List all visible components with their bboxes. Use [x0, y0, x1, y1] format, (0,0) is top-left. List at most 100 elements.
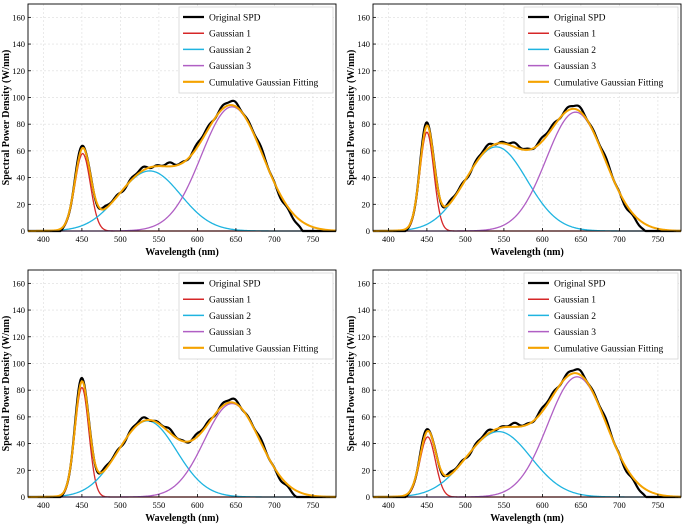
y-tick-label: 60	[362, 146, 371, 156]
y-tick-label: 80	[17, 385, 26, 395]
y-tick-label: 160	[357, 12, 370, 22]
y-tick-label: 20	[17, 465, 26, 475]
legend-entry: Gaussian 1	[554, 296, 596, 306]
legend-entry: Gaussian 3	[209, 62, 251, 72]
y-tick-label: 120	[357, 332, 370, 342]
y-axis-label: Spectral Power Density (W/nm)	[346, 50, 357, 186]
x-tick-label: 400	[37, 234, 50, 244]
y-tick-label: 120	[357, 66, 370, 76]
y-tick-label: 0	[366, 226, 370, 236]
legend-entry: Gaussian 2	[209, 46, 251, 56]
x-tick-label: 650	[230, 234, 243, 244]
legend: Original SPD Gaussian 1 Gaussian 2 Gaussian…	[523, 272, 679, 360]
legend-entry: Gaussian 3	[209, 328, 251, 338]
x-tick-label: 500	[459, 234, 472, 244]
legend-entry: Original SPD	[554, 14, 606, 24]
legend: Original SPD Gaussian 1 Gaussian 2 Gaussian…	[178, 6, 334, 94]
legend-entry: Gaussian 2	[554, 312, 596, 322]
x-tick-label: 750	[307, 234, 320, 244]
legend: Original SPD Gaussian 1 Gaussian 2 Gaussian…	[523, 6, 679, 94]
y-tick-label: 0	[366, 492, 370, 502]
y-tick-label: 20	[362, 465, 371, 475]
x-tick-label: 400	[382, 234, 395, 244]
x-tick-label: 700	[268, 234, 281, 244]
x-tick-label: 400	[382, 500, 395, 510]
y-tick-label: 120	[12, 66, 25, 76]
x-tick-label: 450	[421, 500, 434, 510]
x-axis-label: Wavelength (nm)	[145, 513, 219, 524]
x-axis-label: Wavelength (nm)	[490, 247, 564, 258]
y-tick-label: 160	[12, 12, 25, 22]
x-tick-label: 550	[153, 234, 166, 244]
x-tick-label: 450	[76, 234, 89, 244]
x-tick-label: 700	[268, 500, 281, 510]
gaussian-1-line	[373, 436, 681, 498]
y-tick-label: 40	[17, 439, 26, 449]
plot-frame	[27, 3, 337, 232]
legend-entry: Cumulative Gaussian Fitting	[554, 344, 663, 354]
chart-svg: 400 450 500 550 600 650 700 750 0 20 40 60 80 100 120 1…	[1, 3, 337, 258]
chart-panel-2: 400 450 500 550 600 650 700 750 0 20 40 60 80 100 120 1…	[345, 0, 685, 264]
x-tick-label: 450	[76, 500, 89, 510]
legend-entry: Gaussian 2	[554, 46, 596, 56]
legend-entry: Gaussian 1	[209, 30, 251, 40]
y-tick-label: 80	[17, 119, 26, 129]
legend-entry: Original SPD	[209, 280, 261, 290]
cumulative-fit-line	[27, 104, 337, 232]
y-tick-label: 60	[17, 146, 26, 156]
y-tick-label: 160	[12, 278, 25, 288]
x-tick-label: 750	[307, 500, 320, 510]
y-tick-label: 100	[357, 92, 370, 102]
legend-entry: Original SPD	[554, 280, 606, 290]
y-tick-label: 40	[362, 439, 371, 449]
gaussian-1-line	[28, 152, 336, 232]
chart-svg: 400 450 500 550 600 650 700 750 0 20 40 60 80 100 120 1…	[346, 269, 682, 524]
y-axis-label: Spectral Power Density (W/nm)	[1, 316, 12, 452]
y-axis-label: Spectral Power Density (W/nm)	[1, 50, 12, 186]
x-tick-label: 600	[536, 500, 549, 510]
chart-panel-4: 400 450 500 550 600 650 700 750 0 20 40 60 80 100 120 1…	[345, 266, 685, 530]
x-tick-label: 600	[191, 500, 204, 510]
cumulative-fit-line	[27, 380, 337, 498]
chart-panel-1: 400 450 500 550 600 650 700 750 0 20 40 60 80 100 120 1…	[0, 0, 340, 264]
y-tick-label: 40	[17, 173, 26, 183]
x-tick-label: 700	[613, 234, 626, 244]
y-axis-label: Spectral Power Density (W/nm)	[346, 316, 357, 452]
legend-entry: Cumulative Gaussian Fitting	[554, 78, 663, 88]
y-tick-label: 60	[17, 412, 26, 422]
x-tick-label: 450	[421, 234, 434, 244]
x-tick-label: 550	[498, 234, 511, 244]
y-tick-label: 40	[362, 173, 371, 183]
chart-svg: 400 450 500 550 600 650 700 750 0 20 40 60 80 100 120 1…	[1, 269, 337, 524]
y-tick-label: 140	[357, 39, 370, 49]
original-spd-line	[27, 99, 337, 233]
chart-panel-3: 400 450 500 550 600 650 700 750 0 20 40 60 80 100 120 1…	[0, 266, 340, 530]
x-tick-label: 600	[191, 234, 204, 244]
plot-frame	[27, 269, 337, 498]
plot-frame	[372, 3, 682, 232]
y-tick-label: 80	[362, 385, 371, 395]
legend-entry: Gaussian 1	[554, 30, 596, 40]
x-tick-label: 500	[114, 234, 127, 244]
x-axis-label: Wavelength (nm)	[490, 513, 564, 524]
plot-frame	[372, 269, 682, 498]
legend-entry: Original SPD	[209, 14, 261, 24]
legend-entry: Cumulative Gaussian Fitting	[209, 344, 318, 354]
x-tick-label: 700	[613, 500, 626, 510]
y-tick-label: 80	[362, 119, 371, 129]
y-tick-label: 100	[12, 92, 25, 102]
x-tick-label: 650	[575, 234, 588, 244]
x-tick-label: 500	[114, 500, 127, 510]
y-tick-label: 60	[362, 412, 371, 422]
gaussian-3-line	[28, 402, 337, 498]
legend: Original SPD Gaussian 1 Gaussian 2 Gaussian…	[178, 272, 334, 360]
legend-entry: Gaussian 2	[209, 312, 251, 322]
x-tick-label: 750	[652, 234, 665, 244]
y-tick-label: 100	[357, 358, 370, 368]
y-tick-label: 140	[357, 305, 370, 315]
y-tick-label: 20	[17, 199, 26, 209]
y-tick-label: 0	[21, 226, 25, 236]
x-tick-label: 550	[153, 500, 166, 510]
x-tick-label: 650	[575, 500, 588, 510]
cumulative-fit-line	[372, 107, 682, 232]
